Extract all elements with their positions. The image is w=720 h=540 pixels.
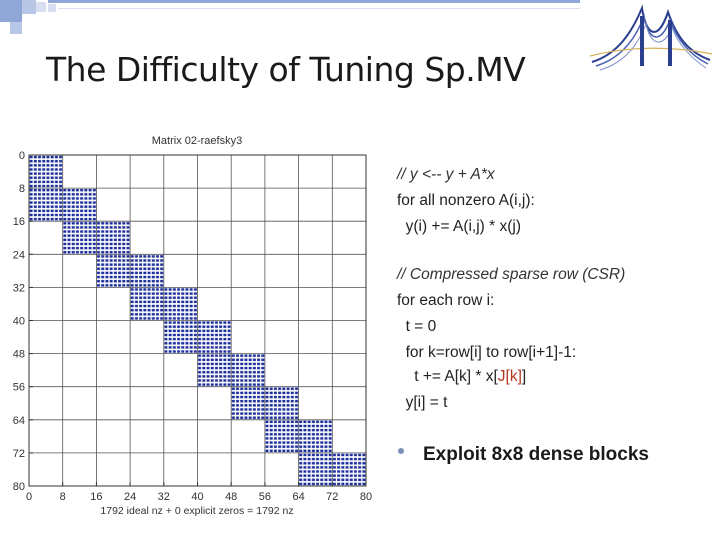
x-tick-label-16: 16 (90, 491, 102, 503)
x-tick-label-72: 72 (326, 491, 338, 503)
dense-block-17 (298, 452, 333, 486)
x-tick-label-56: 56 (259, 491, 271, 503)
code-line-store-y: y[i] = t (397, 394, 448, 411)
code-line-loop-nonzero: for all nonzero A(i,j): (397, 192, 535, 209)
dense-block-10 (197, 320, 232, 354)
code-comment-spmv: // y <-- y + A*x (397, 166, 495, 183)
code-t-update-prefix: t += A[k] * x[ (397, 368, 498, 385)
dense-block-15 (264, 419, 299, 453)
dense-block-8 (163, 287, 198, 321)
x-tick-label-24: 24 (124, 491, 136, 503)
y-tick-label-32: 32 (13, 282, 25, 294)
dense-block-11 (197, 353, 232, 387)
y-tick-label-48: 48 (13, 349, 25, 361)
figure-caption: 1792 ideal nz + 0 explicit zeros = 1792 … (100, 505, 293, 517)
y-tick-label-80: 80 (13, 481, 25, 493)
dense-block-14 (264, 386, 299, 420)
y-tick-label-64: 64 (13, 415, 25, 427)
dense-block-9 (163, 320, 198, 354)
slide-title: The Difficulty of Tuning Sp.MV (46, 50, 526, 89)
code-comment-csr: // Compressed sparse row (CSR) (397, 266, 626, 283)
code-line-t-update: t += A[k] * x[J[k]] (397, 368, 526, 386)
dense-block-12 (231, 353, 265, 387)
dense-block-7 (130, 287, 164, 321)
code-line-accumulate: y(i) += A(i,j) * x(j) (397, 218, 522, 235)
code-t-update-suffix: ] (521, 368, 527, 385)
y-tick-label-8: 8 (19, 183, 25, 195)
dense-block-13 (231, 386, 265, 420)
dense-block-4 (96, 221, 131, 255)
mountain-logo (589, 4, 713, 71)
x-tick-label-80: 80 (360, 491, 372, 503)
y-tick-label-0: 0 (19, 150, 25, 162)
sparsity-plot: Matrix 02-raefsky3 0 8 16 24 32 40 48 56 64 72 800… (13, 135, 372, 517)
plot-frame (28, 154, 367, 487)
code-highlight-jk: J[k] (497, 368, 522, 385)
y-tick-label-16: 16 (13, 216, 25, 228)
x-tick-label-0: 0 (26, 491, 32, 503)
y-tick-label-56: 56 (13, 382, 25, 394)
code-line-each-row: for each row i: (397, 292, 495, 309)
dense-block-16 (298, 419, 333, 453)
dense-block-0 (29, 155, 63, 189)
y-tick-label-72: 72 (13, 448, 25, 460)
dense-block-1 (29, 188, 63, 222)
figure-title: Matrix 02-raefsky3 (152, 135, 242, 147)
y-tick-label-24: 24 (13, 249, 25, 261)
x-tick-label-64: 64 (292, 491, 304, 503)
y-tick-label-40: 40 (13, 316, 25, 328)
code-line-inner-loop: for k=row[i] to row[i+1]-1: (397, 344, 577, 361)
dense-block-6 (130, 254, 164, 288)
dense-block-3 (62, 221, 97, 255)
dense-block-5 (96, 254, 131, 288)
code-line-init-t: t = 0 (397, 318, 437, 335)
x-tick-label-32: 32 (158, 491, 170, 503)
x-tick-label-40: 40 (191, 491, 203, 503)
x-tick-label-48: 48 (225, 491, 237, 503)
dense-block-18 (332, 452, 366, 486)
dense-block-2 (62, 188, 97, 222)
bullet-marker (398, 448, 404, 454)
x-tick-label-8: 8 (60, 491, 66, 503)
bullet-exploit-blocks: Exploit 8x8 dense blocks (423, 444, 649, 465)
corner-squares-decoration (0, 0, 580, 34)
